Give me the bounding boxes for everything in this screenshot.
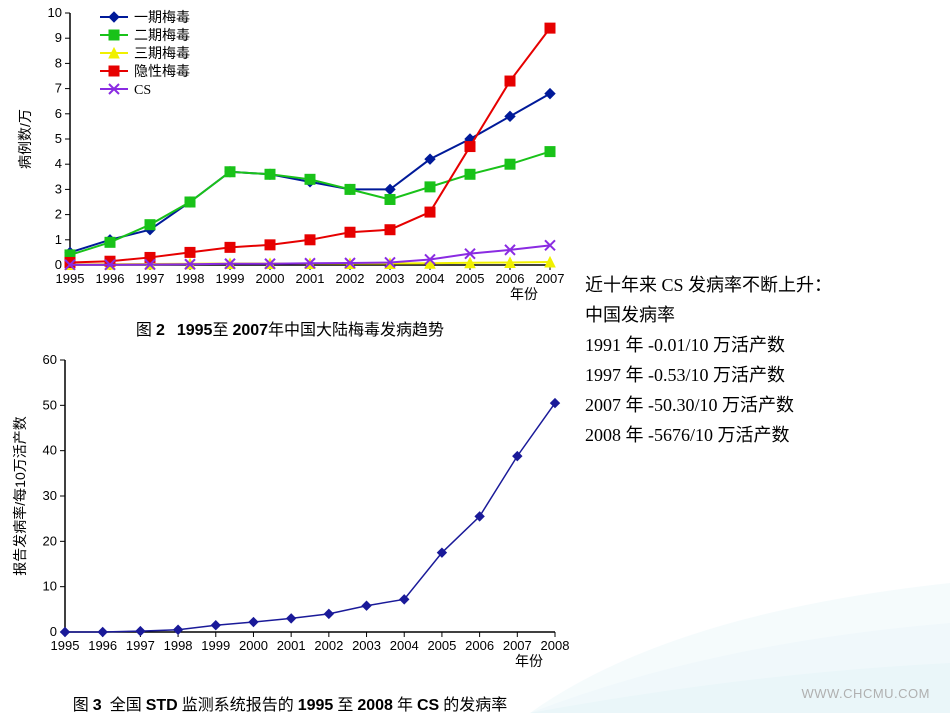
svg-text:0: 0 — [50, 624, 57, 639]
svg-text:2006: 2006 — [496, 271, 525, 286]
svg-text:2007: 2007 — [503, 638, 532, 653]
svg-text:0: 0 — [55, 257, 62, 272]
svg-text:2004: 2004 — [416, 271, 445, 286]
right-text-line: 1997 年 -0.53/10 万活产数 — [585, 360, 925, 390]
right-text-line: 近十年来 CS 发病率不断上升： — [585, 270, 925, 300]
svg-text:6: 6 — [55, 106, 62, 121]
svg-text:二期梅毒: 二期梅毒 — [134, 28, 190, 44]
svg-text:10: 10 — [48, 5, 62, 20]
svg-text:2002: 2002 — [314, 638, 343, 653]
svg-text:20: 20 — [43, 533, 57, 548]
svg-text:三期梅毒: 三期梅毒 — [134, 46, 190, 62]
svg-text:1999: 1999 — [216, 271, 245, 286]
chart-2-svg: 0 10 20 30 40 50 60 1995 1996 1997 1998 1999 2000 200… — [10, 350, 570, 680]
svg-text:2001: 2001 — [296, 271, 325, 286]
svg-text:2000: 2000 — [239, 638, 268, 653]
svg-text:30: 30 — [43, 488, 57, 503]
svg-text:病例数/万: 病例数/万 — [17, 109, 33, 169]
svg-text:1995: 1995 — [56, 271, 85, 286]
svg-text:2000: 2000 — [256, 271, 285, 286]
svg-text:2: 2 — [55, 207, 62, 222]
svg-text:报告发病率/每10万活产数: 报告发病率/每10万活产数 — [12, 416, 28, 575]
chart-2: 0 10 20 30 40 50 60 1995 1996 1997 1998 1999 2000 200… — [10, 350, 570, 685]
svg-text:1998: 1998 — [164, 638, 193, 653]
svg-text:2003: 2003 — [352, 638, 381, 653]
svg-text:2006: 2006 — [465, 638, 494, 653]
svg-text:2005: 2005 — [427, 638, 456, 653]
right-text-line: 2008 年 -5676/10 万活产数 — [585, 420, 925, 450]
svg-text:10: 10 — [43, 579, 57, 594]
svg-text:1: 1 — [55, 232, 62, 247]
svg-text:2003: 2003 — [376, 271, 405, 286]
svg-text:7: 7 — [55, 81, 62, 96]
svg-text:60: 60 — [43, 352, 57, 367]
right-text-line: 1991 年 -0.01/10 万活产数 — [585, 330, 925, 360]
svg-text:2001: 2001 — [277, 638, 306, 653]
svg-text:3: 3 — [55, 181, 62, 196]
svg-text:50: 50 — [43, 397, 57, 412]
svg-text:年份: 年份 — [515, 653, 543, 669]
right-text-line: 中国发病率 — [585, 300, 925, 330]
svg-text:1998: 1998 — [176, 271, 205, 286]
svg-text:9: 9 — [55, 30, 62, 45]
svg-text:1997: 1997 — [136, 271, 165, 286]
svg-text:一期梅毒: 一期梅毒 — [134, 10, 190, 26]
svg-text:年份: 年份 — [510, 286, 538, 302]
svg-text:8: 8 — [55, 55, 62, 70]
svg-text:2002: 2002 — [336, 271, 365, 286]
svg-text:2005: 2005 — [456, 271, 485, 286]
svg-text:2007: 2007 — [536, 271, 565, 286]
svg-text:隐性梅毒: 隐性梅毒 — [134, 64, 190, 80]
svg-text:CS: CS — [134, 83, 151, 98]
svg-text:1999: 1999 — [201, 638, 230, 653]
chart-2-caption: 图 3 全国 STD 监测系统报告的 1995 至 2008 年 CS 的发病率 — [10, 691, 570, 715]
svg-text:1997: 1997 — [126, 638, 155, 653]
svg-text:40: 40 — [43, 443, 57, 458]
svg-text:1995: 1995 — [51, 638, 80, 653]
svg-text:2008: 2008 — [541, 638, 570, 653]
left-column: 0123456789101995199619971998199920002001… — [10, 5, 570, 725]
chart-1-caption: 图 2 1995至 2007年中国大陆梅毒发病趋势 — [10, 316, 570, 340]
right-text-panel: 近十年来 CS 发病率不断上升：中国发病率1991 年 -0.01/10 万活产… — [585, 270, 925, 450]
watermark: WWW.CHCMU.COM — [801, 686, 930, 701]
svg-text:2004: 2004 — [390, 638, 419, 653]
right-text-line: 2007 年 -50.30/10 万活产数 — [585, 390, 925, 420]
svg-text:1996: 1996 — [96, 271, 125, 286]
svg-text:5: 5 — [55, 131, 62, 146]
chart-1-svg: 0 1 2 3 4 5 6 7 8 9 10 1995 1996 1997 1998 1999 2000 2001… — [10, 5, 570, 305]
svg-text:1996: 1996 — [88, 638, 117, 653]
chart-1: 0 1 2 3 4 5 6 7 8 9 10 1995 1996 1997 1998 1999 2000 2001… — [10, 5, 570, 310]
svg-text:4: 4 — [55, 156, 62, 171]
